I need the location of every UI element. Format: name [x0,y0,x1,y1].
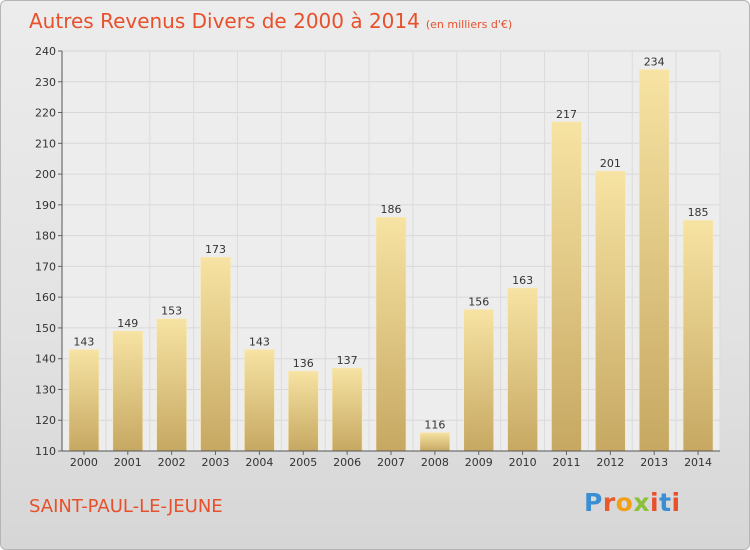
bar-value-label: 153 [161,305,182,318]
bar-value-label: 234 [644,55,665,68]
y-tick-label: 160 [35,291,56,304]
brand-letter: r [602,488,616,517]
y-tick-label: 120 [35,414,56,427]
bar [200,256,231,452]
bar [551,121,582,452]
brand-letter: t [659,488,672,517]
chart-unit: (en milliers d'€) [425,18,513,31]
bar-value-label: 173 [205,243,226,256]
x-tick-label: 2014 [684,456,712,469]
bar-value-label: 201 [600,157,621,170]
y-tick-label: 140 [35,353,56,366]
x-tick-label: 2003 [202,456,230,469]
x-tick-label: 2006 [333,456,361,469]
bar [68,349,100,452]
y-tick-label: 230 [35,76,56,89]
x-tick-label: 2011 [552,456,580,469]
bar [638,69,670,452]
y-tick-label: 170 [35,260,56,273]
chart-title: Autres Revenus Divers de 2000 à 2014 (en … [29,9,512,33]
x-tick-label: 2000 [70,456,98,469]
bar [156,318,187,452]
x-tick-label: 2012 [596,456,624,469]
bar-value-label: 143 [249,335,270,348]
bar-value-label: 136 [293,357,314,370]
bar-value-label: 163 [512,274,533,287]
x-tick-label: 2002 [158,456,186,469]
bar-value-label: 116 [424,419,445,432]
bar-value-label: 156 [468,295,489,308]
x-tick-label: 2010 [509,456,537,469]
y-tick-label: 110 [35,445,56,458]
bar-value-label: 149 [117,317,138,330]
bar [244,349,275,452]
bar-value-label: 137 [337,354,358,367]
chart-title-text: Autres Revenus Divers de 2000 à 2014 [29,9,420,33]
bar [419,432,451,452]
x-tick-label: 2009 [465,456,493,469]
y-tick-label: 200 [35,168,56,181]
x-tick-label: 2005 [289,456,317,469]
x-tick-label: 2013 [640,456,668,469]
y-tick-label: 130 [35,383,56,396]
bar [287,370,319,452]
commune-name: SAINT-PAUL-LE-JEUNE [29,496,223,517]
brand-letter: P [584,488,603,517]
brand-logo: Proxiti [584,488,681,517]
y-tick-label: 240 [35,45,56,58]
bar [375,216,407,452]
bar [682,219,714,452]
brand-letter: i [671,488,681,517]
bar [463,309,495,452]
x-tick-label: 2008 [421,456,449,469]
y-tick-label: 180 [35,230,56,243]
bar [112,330,144,452]
bar-value-label: 185 [688,206,709,219]
y-tick-label: 210 [35,137,56,150]
bar-value-label: 143 [73,335,94,348]
x-tick-label: 2007 [377,456,405,469]
brand-letter: x [633,488,650,517]
bar-value-label: 217 [556,108,577,121]
y-tick-label: 220 [35,107,56,120]
bar [507,287,538,452]
brand-letter: o [615,488,634,517]
bar [331,367,363,452]
bar-value-label: 186 [381,203,402,216]
x-tick-label: 2001 [114,456,142,469]
bar [595,170,626,452]
brand-letter: i [650,488,660,517]
y-tick-label: 190 [35,199,56,212]
y-tick-label: 150 [35,322,56,335]
x-tick-label: 2004 [245,456,273,469]
